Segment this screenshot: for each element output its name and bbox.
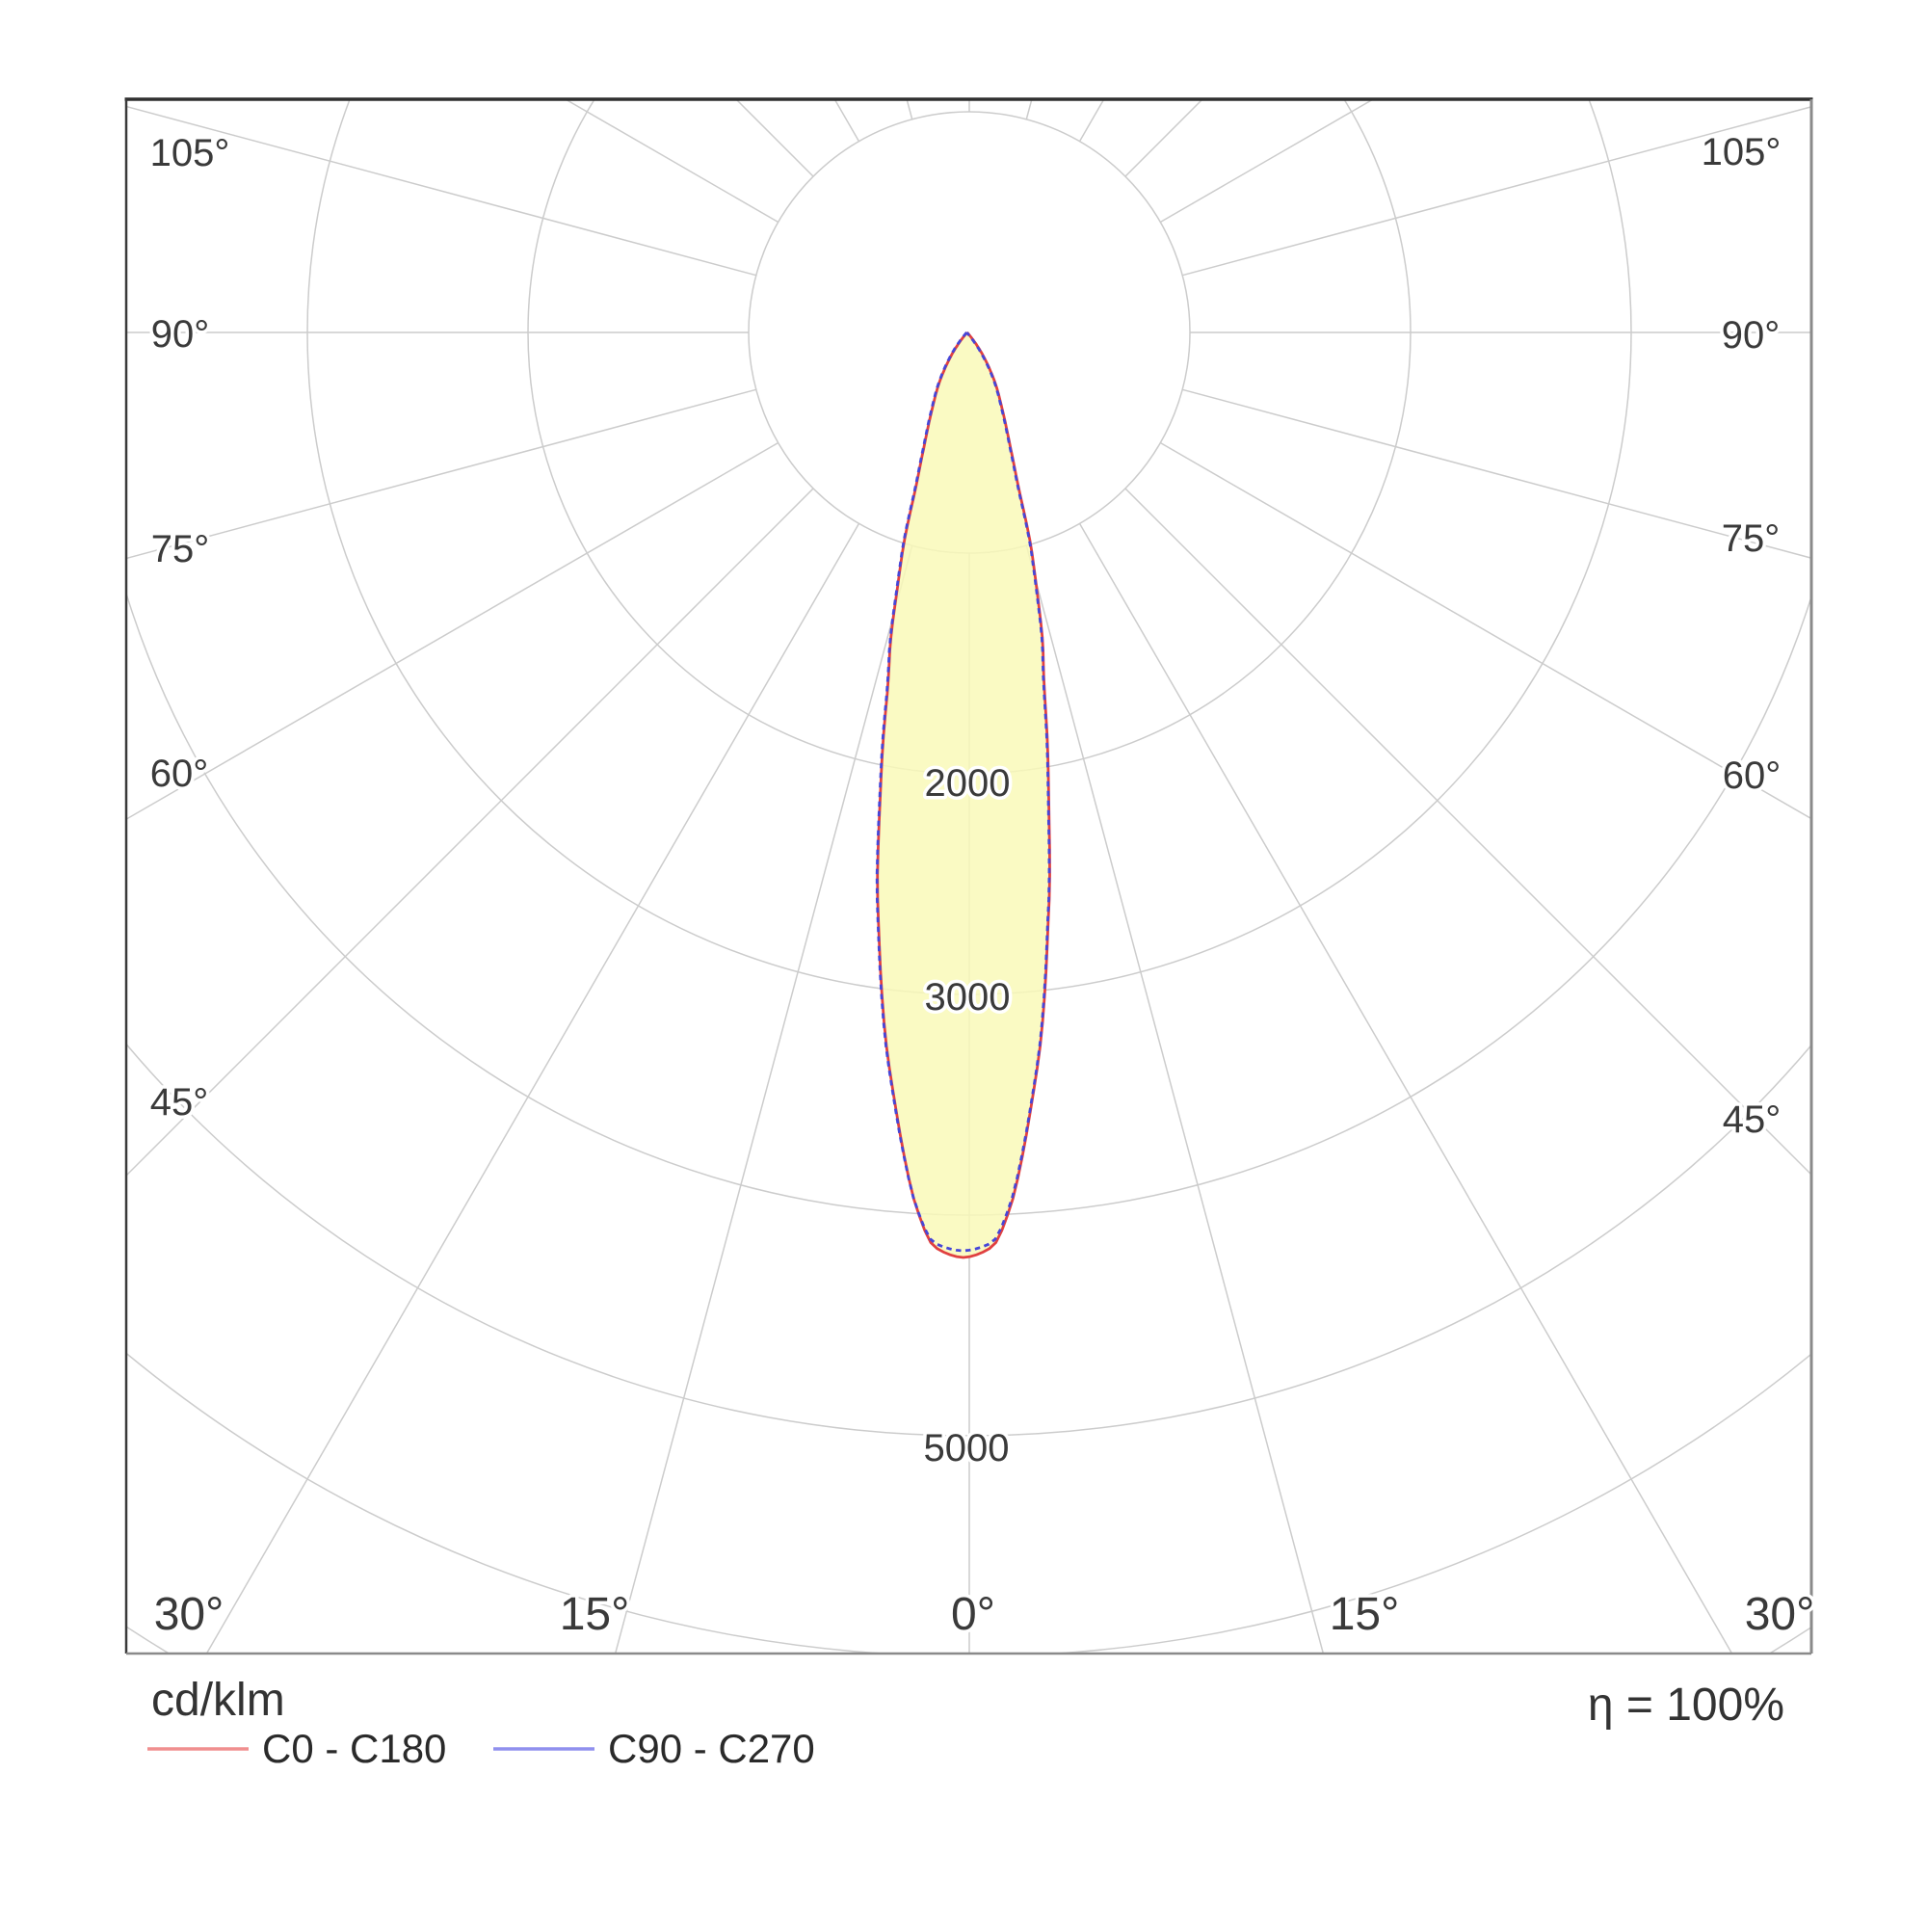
- svg-text:2000: 2000: [925, 762, 1011, 805]
- svg-text:90°: 90°: [1722, 314, 1781, 357]
- svg-text:30°: 30°: [1745, 1589, 1815, 1640]
- svg-text:C0 - C180: C0 - C180: [262, 1726, 446, 1771]
- svg-text:5000: 5000: [924, 1427, 1010, 1469]
- svg-text:30°: 30°: [154, 1589, 224, 1640]
- svg-text:60°: 60°: [150, 753, 209, 795]
- svg-text:0°: 0°: [951, 1589, 995, 1640]
- svg-text:105°: 105°: [1702, 131, 1782, 173]
- svg-text:C90 - C270: C90 - C270: [608, 1726, 815, 1771]
- svg-text:15°: 15°: [1330, 1589, 1400, 1640]
- svg-text:cd/klm: cd/klm: [151, 1675, 285, 1726]
- svg-text:15°: 15°: [560, 1589, 630, 1640]
- svg-text:90°: 90°: [151, 313, 210, 356]
- svg-text:45°: 45°: [1723, 1098, 1782, 1141]
- svg-text:45°: 45°: [150, 1081, 209, 1124]
- svg-text:75°: 75°: [1722, 517, 1781, 560]
- svg-text:η = 100%: η = 100%: [1588, 1680, 1784, 1731]
- svg-text:105°: 105°: [150, 132, 230, 174]
- svg-text:75°: 75°: [151, 528, 210, 570]
- svg-text:60°: 60°: [1723, 754, 1782, 797]
- svg-text:3000: 3000: [925, 976, 1011, 1019]
